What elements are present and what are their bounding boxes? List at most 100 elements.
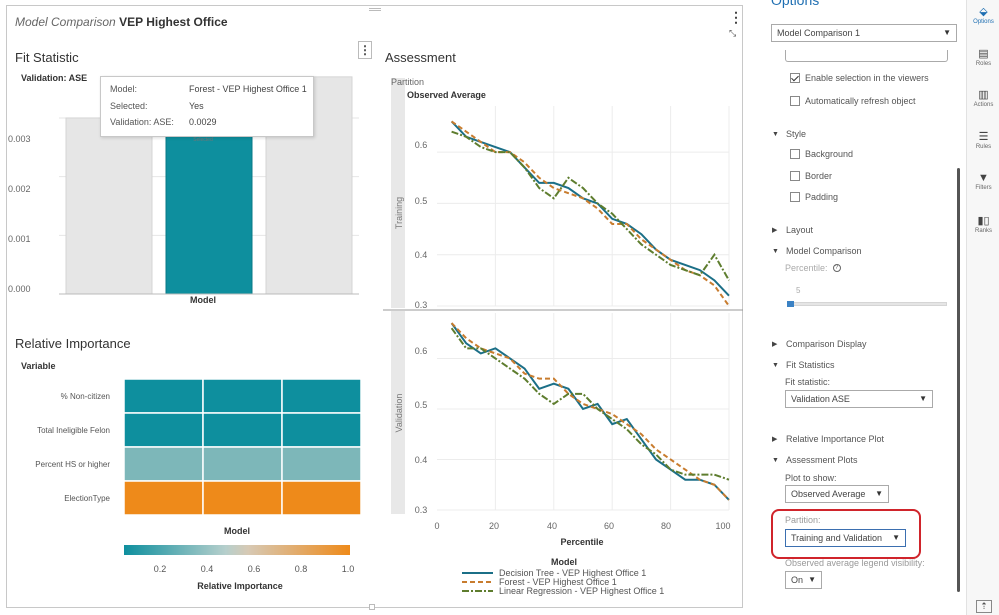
collapsed-icon: ▶	[772, 227, 778, 234]
validation-ytick: 0.4	[415, 455, 428, 465]
enable-selection-checkbox[interactable]	[790, 73, 800, 83]
validation-ytick: 0.3	[415, 505, 428, 515]
sidebar-item-rules[interactable]: ☰ Rules	[967, 130, 999, 150]
auto-refresh-checkbox[interactable]	[790, 96, 800, 106]
xtick: 80	[661, 521, 671, 531]
border-checkbox[interactable]	[790, 171, 800, 181]
fit-ytick-0: 0.003	[8, 134, 31, 144]
sidebar-item-label: Roles	[975, 61, 992, 67]
percentile-slider[interactable]	[787, 302, 947, 306]
report-canvas: Model Comparison VEP Highest Office ⋮ ⤡ …	[6, 5, 743, 610]
object-title-main: VEP Highest Office	[119, 15, 228, 29]
expanded-icon: ▼	[772, 130, 779, 138]
padding-label: Padding	[805, 192, 839, 202]
variable-label: % Non-citizen	[61, 392, 110, 401]
training-series-line	[451, 120, 730, 307]
training-series-line	[450, 120, 730, 297]
plot-to-show-value: Observed Average	[791, 489, 866, 499]
border-row[interactable]: Border	[790, 171, 832, 181]
padding-row[interactable]: Padding	[790, 192, 838, 202]
fit-ytick-1: 0.002	[8, 184, 31, 194]
fit-statistics-section[interactable]: ▼ Fit Statistics	[772, 360, 835, 370]
legend-visibility-label: Observed average legend visibility:	[785, 558, 925, 568]
validation-ytick: 0.6	[415, 346, 428, 356]
canvas-bottom-handle[interactable]	[369, 604, 375, 610]
comparison-display-label: Comparison Display	[786, 339, 867, 349]
partition-select[interactable]: Training and Validation ▼	[785, 529, 906, 547]
sidebar-item-label: Options	[973, 19, 994, 25]
style-section[interactable]: ▼ Style	[772, 129, 806, 139]
partition-strip	[391, 78, 405, 308]
sidebar-item-filters[interactable]: ▼ Filters	[967, 172, 999, 191]
sidebar-item-label: Rules	[975, 144, 992, 150]
tooltip-ase-key: Validation: ASE:	[110, 117, 174, 127]
model-comparison-section[interactable]: ▼ Model Comparison	[772, 246, 862, 256]
sidebar-item-label: Actions	[973, 102, 994, 108]
legend-tick: 0.8	[295, 564, 308, 574]
expanded-icon: ▼	[772, 361, 779, 369]
plot-to-show-label: Plot to show:	[785, 473, 837, 483]
pin-icon[interactable]: ⇡	[976, 600, 992, 613]
layout-section[interactable]: ▶ Layout	[772, 225, 813, 235]
assessment-plots-section[interactable]: ▼ Assessment Plots	[772, 455, 858, 465]
variable-header: Variable	[21, 361, 56, 371]
relative-importance-title: Relative Importance	[15, 336, 131, 351]
fit-statistic-menu-icon[interactable]: ⋮	[358, 41, 372, 59]
options-scrollbar[interactable]	[957, 168, 960, 592]
xtick: 100	[715, 521, 730, 531]
auto-refresh-label: Automatically refresh object	[805, 96, 916, 106]
assessment-chart: Partition Observed Average Training Vali…	[383, 77, 743, 596]
border-label: Border	[805, 171, 833, 181]
sidebar-item-roles[interactable]: ▤ Roles	[967, 47, 999, 67]
padding-checkbox[interactable]	[790, 192, 800, 202]
sidebar-item-label: Filters	[975, 185, 992, 191]
legend-visibility-select[interactable]: On ▼	[785, 571, 822, 589]
text-field-stub[interactable]	[785, 50, 948, 62]
enable-selection-row[interactable]: Enable selection in the viewers	[790, 73, 929, 83]
fit-statistic-ylabel: Validation: ASE	[21, 73, 88, 83]
heatmap-cell	[281, 480, 362, 516]
object-title: Model Comparison VEP Highest Office	[15, 15, 228, 29]
legend-tick: 0.6	[248, 564, 261, 574]
heatmap-cell	[123, 412, 204, 448]
ranks-icon: ▮▯	[977, 215, 990, 227]
legend-tick: 1.0	[342, 564, 355, 574]
chevron-down-icon: ▼	[919, 394, 927, 403]
comparison-display-section[interactable]: ▶ Comparison Display	[772, 339, 867, 349]
chevron-down-icon: ▼	[875, 489, 883, 498]
variable-label: Percent HS or higher	[35, 460, 110, 469]
sidebar-item-options[interactable]: ⬙ Options	[967, 5, 999, 25]
sidebar-item-actions[interactable]: ▥ Actions	[967, 88, 999, 108]
options-pane: Options Model Comparison 1 ▼ Enable selec…	[763, 0, 961, 615]
object-select[interactable]: Model Comparison 1 ▼	[771, 24, 957, 42]
xtick: 20	[489, 521, 499, 531]
fit-statistic-select[interactable]: Validation ASE ▼	[785, 390, 933, 408]
resize-handle[interactable]	[369, 8, 381, 11]
background-checkbox[interactable]	[790, 149, 800, 159]
background-row[interactable]: Background	[790, 149, 853, 159]
chevron-down-icon: ▼	[808, 575, 816, 584]
fit-statistics-label: Fit Statistics	[786, 360, 835, 370]
object-select-value: Model Comparison 1	[777, 28, 861, 38]
model-comparison-label: Model Comparison	[786, 246, 862, 256]
heatmap-cell	[202, 480, 283, 516]
tooltip-ase-value: 0.0029	[189, 117, 217, 127]
legend-entry: Linear Regression - VEP Highest Office 1	[499, 586, 664, 596]
options-header: Options	[771, 0, 820, 8]
plot-to-show-select[interactable]: Observed Average ▼	[785, 485, 889, 503]
relative-importance-plot-section[interactable]: ▶ Relative Importance Plot	[772, 434, 884, 444]
info-icon[interactable]: ?	[832, 264, 841, 272]
heatmap-cell	[202, 446, 283, 482]
heatmap-cell	[281, 378, 362, 414]
chevron-down-icon: ▼	[892, 533, 900, 542]
auto-refresh-row[interactable]: Automatically refresh object	[790, 96, 916, 106]
object-menu-icon[interactable]: ⋮	[729, 9, 743, 25]
maximize-icon[interactable]: ⤡	[729, 28, 737, 38]
heatmap-cell	[281, 412, 362, 448]
percentile-slider-thumb[interactable]	[787, 301, 794, 307]
training-series-line	[451, 130, 730, 281]
expanded-icon: ▼	[772, 247, 779, 255]
partition-strip	[391, 311, 405, 514]
sidebar-item-ranks[interactable]: ▮▯ Ranks	[967, 214, 999, 234]
